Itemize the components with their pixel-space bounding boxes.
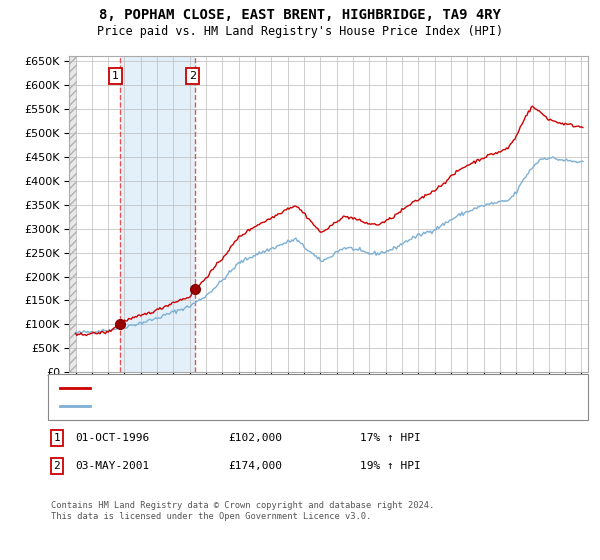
Text: HPI: Average price, detached house, Somerset: HPI: Average price, detached house, Some… (96, 401, 360, 411)
Text: Contains HM Land Registry data © Crown copyright and database right 2024.
This d: Contains HM Land Registry data © Crown c… (51, 501, 434, 521)
Text: £174,000: £174,000 (228, 461, 282, 471)
Text: 01-OCT-1996: 01-OCT-1996 (75, 433, 149, 443)
Text: 1: 1 (53, 433, 61, 443)
Text: Price paid vs. HM Land Registry's House Price Index (HPI): Price paid vs. HM Land Registry's House … (97, 25, 503, 38)
Text: 19% ↑ HPI: 19% ↑ HPI (360, 461, 421, 471)
Text: 1: 1 (112, 71, 119, 81)
Text: £102,000: £102,000 (228, 433, 282, 443)
Text: 8, POPHAM CLOSE, EAST BRENT, HIGHBRIDGE, TA9 4RY (detached house): 8, POPHAM CLOSE, EAST BRENT, HIGHBRIDGE,… (96, 383, 486, 393)
Text: 8, POPHAM CLOSE, EAST BRENT, HIGHBRIDGE, TA9 4RY: 8, POPHAM CLOSE, EAST BRENT, HIGHBRIDGE,… (99, 8, 501, 22)
Text: 03-MAY-2001: 03-MAY-2001 (75, 461, 149, 471)
Bar (69, 56, 77, 372)
Bar (121, 56, 195, 372)
Text: 2: 2 (53, 461, 61, 471)
Text: 2: 2 (189, 71, 196, 81)
Text: 17% ↑ HPI: 17% ↑ HPI (360, 433, 421, 443)
